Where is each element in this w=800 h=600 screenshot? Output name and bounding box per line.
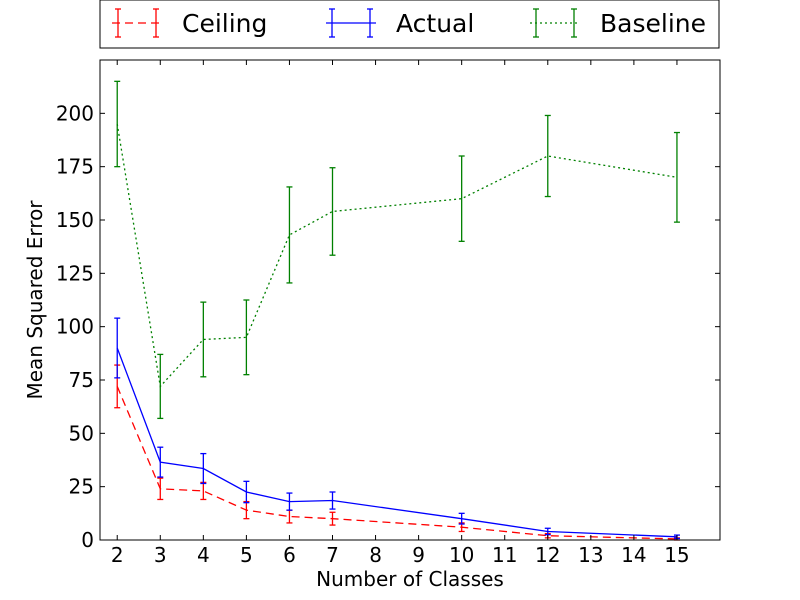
x-tick-label: 7 [326,543,339,567]
error-bar [157,353,164,420]
series-layer [114,80,680,541]
y-tick-label: 75 [69,368,94,392]
error-bar [157,446,164,478]
error-bar [200,452,207,485]
x-tick-label: 3 [154,543,167,567]
legend-label: Baseline [600,9,706,38]
x-tick-label: 15 [664,543,689,567]
series-line-ceiling [116,386,677,540]
legend-label: Ceiling [182,9,267,38]
legend-item-actual: Actual [326,8,474,38]
x-tick-label: 10 [449,543,474,567]
error-bar [243,480,250,504]
error-bar [329,511,336,526]
error-bar [200,301,207,378]
series-actual [114,317,680,540]
error-bar [544,527,551,536]
x-tick-label: 9 [412,543,425,567]
error-bar [286,186,293,284]
y-tick-label: 0 [81,528,94,552]
x-tick-label: 11 [492,543,517,567]
error-bar [114,80,121,168]
error-bar [243,299,250,376]
x-tick-label: 6 [283,543,296,567]
error-bar [673,131,680,223]
error-bar [458,155,465,242]
legend-item-ceiling: Ceiling [112,8,267,38]
error-bar [544,114,551,198]
legend-box [99,0,720,49]
series-line-baseline [116,123,678,388]
y-tick-label: 150 [56,208,94,232]
y-tick-label: 200 [56,101,94,125]
x-tick-label: 12 [535,543,560,567]
y-tick-label: 175 [56,155,94,179]
error-bar [286,492,293,511]
legend-label: Actual [396,9,474,38]
x-tick-label: 5 [240,543,253,567]
error-bar [329,167,336,256]
y-tick-label: 125 [56,261,94,285]
x-tick-label: 14 [621,543,646,567]
legend-item-baseline: Baseline [530,8,706,38]
x-axis-label: Number of Classes [316,567,504,591]
error-bar [157,477,164,501]
x-tick-label: 4 [197,543,210,567]
error-bar [329,491,336,510]
y-tick-label: 25 [69,475,94,499]
x-tick-label: 8 [369,543,382,567]
plot-frame [99,59,721,541]
x-tick-label: 2 [111,543,124,567]
x-tick-label: 13 [578,543,603,567]
legend: Ceiling Actual Baseline [99,0,720,49]
legend-items: Ceiling Actual Baseline [112,8,706,38]
ticks-layer: 2 3 4 5 6 7 8 9 10 11 12 13 14 1502550751001251501752… [56,60,720,567]
error-bar [114,317,121,379]
series-baseline [114,80,680,420]
y-tick-label: 100 [56,315,94,339]
y-axis-label: Mean Squared Error [23,200,47,400]
error-bar [458,512,465,525]
y-tick-label: 50 [69,421,94,445]
